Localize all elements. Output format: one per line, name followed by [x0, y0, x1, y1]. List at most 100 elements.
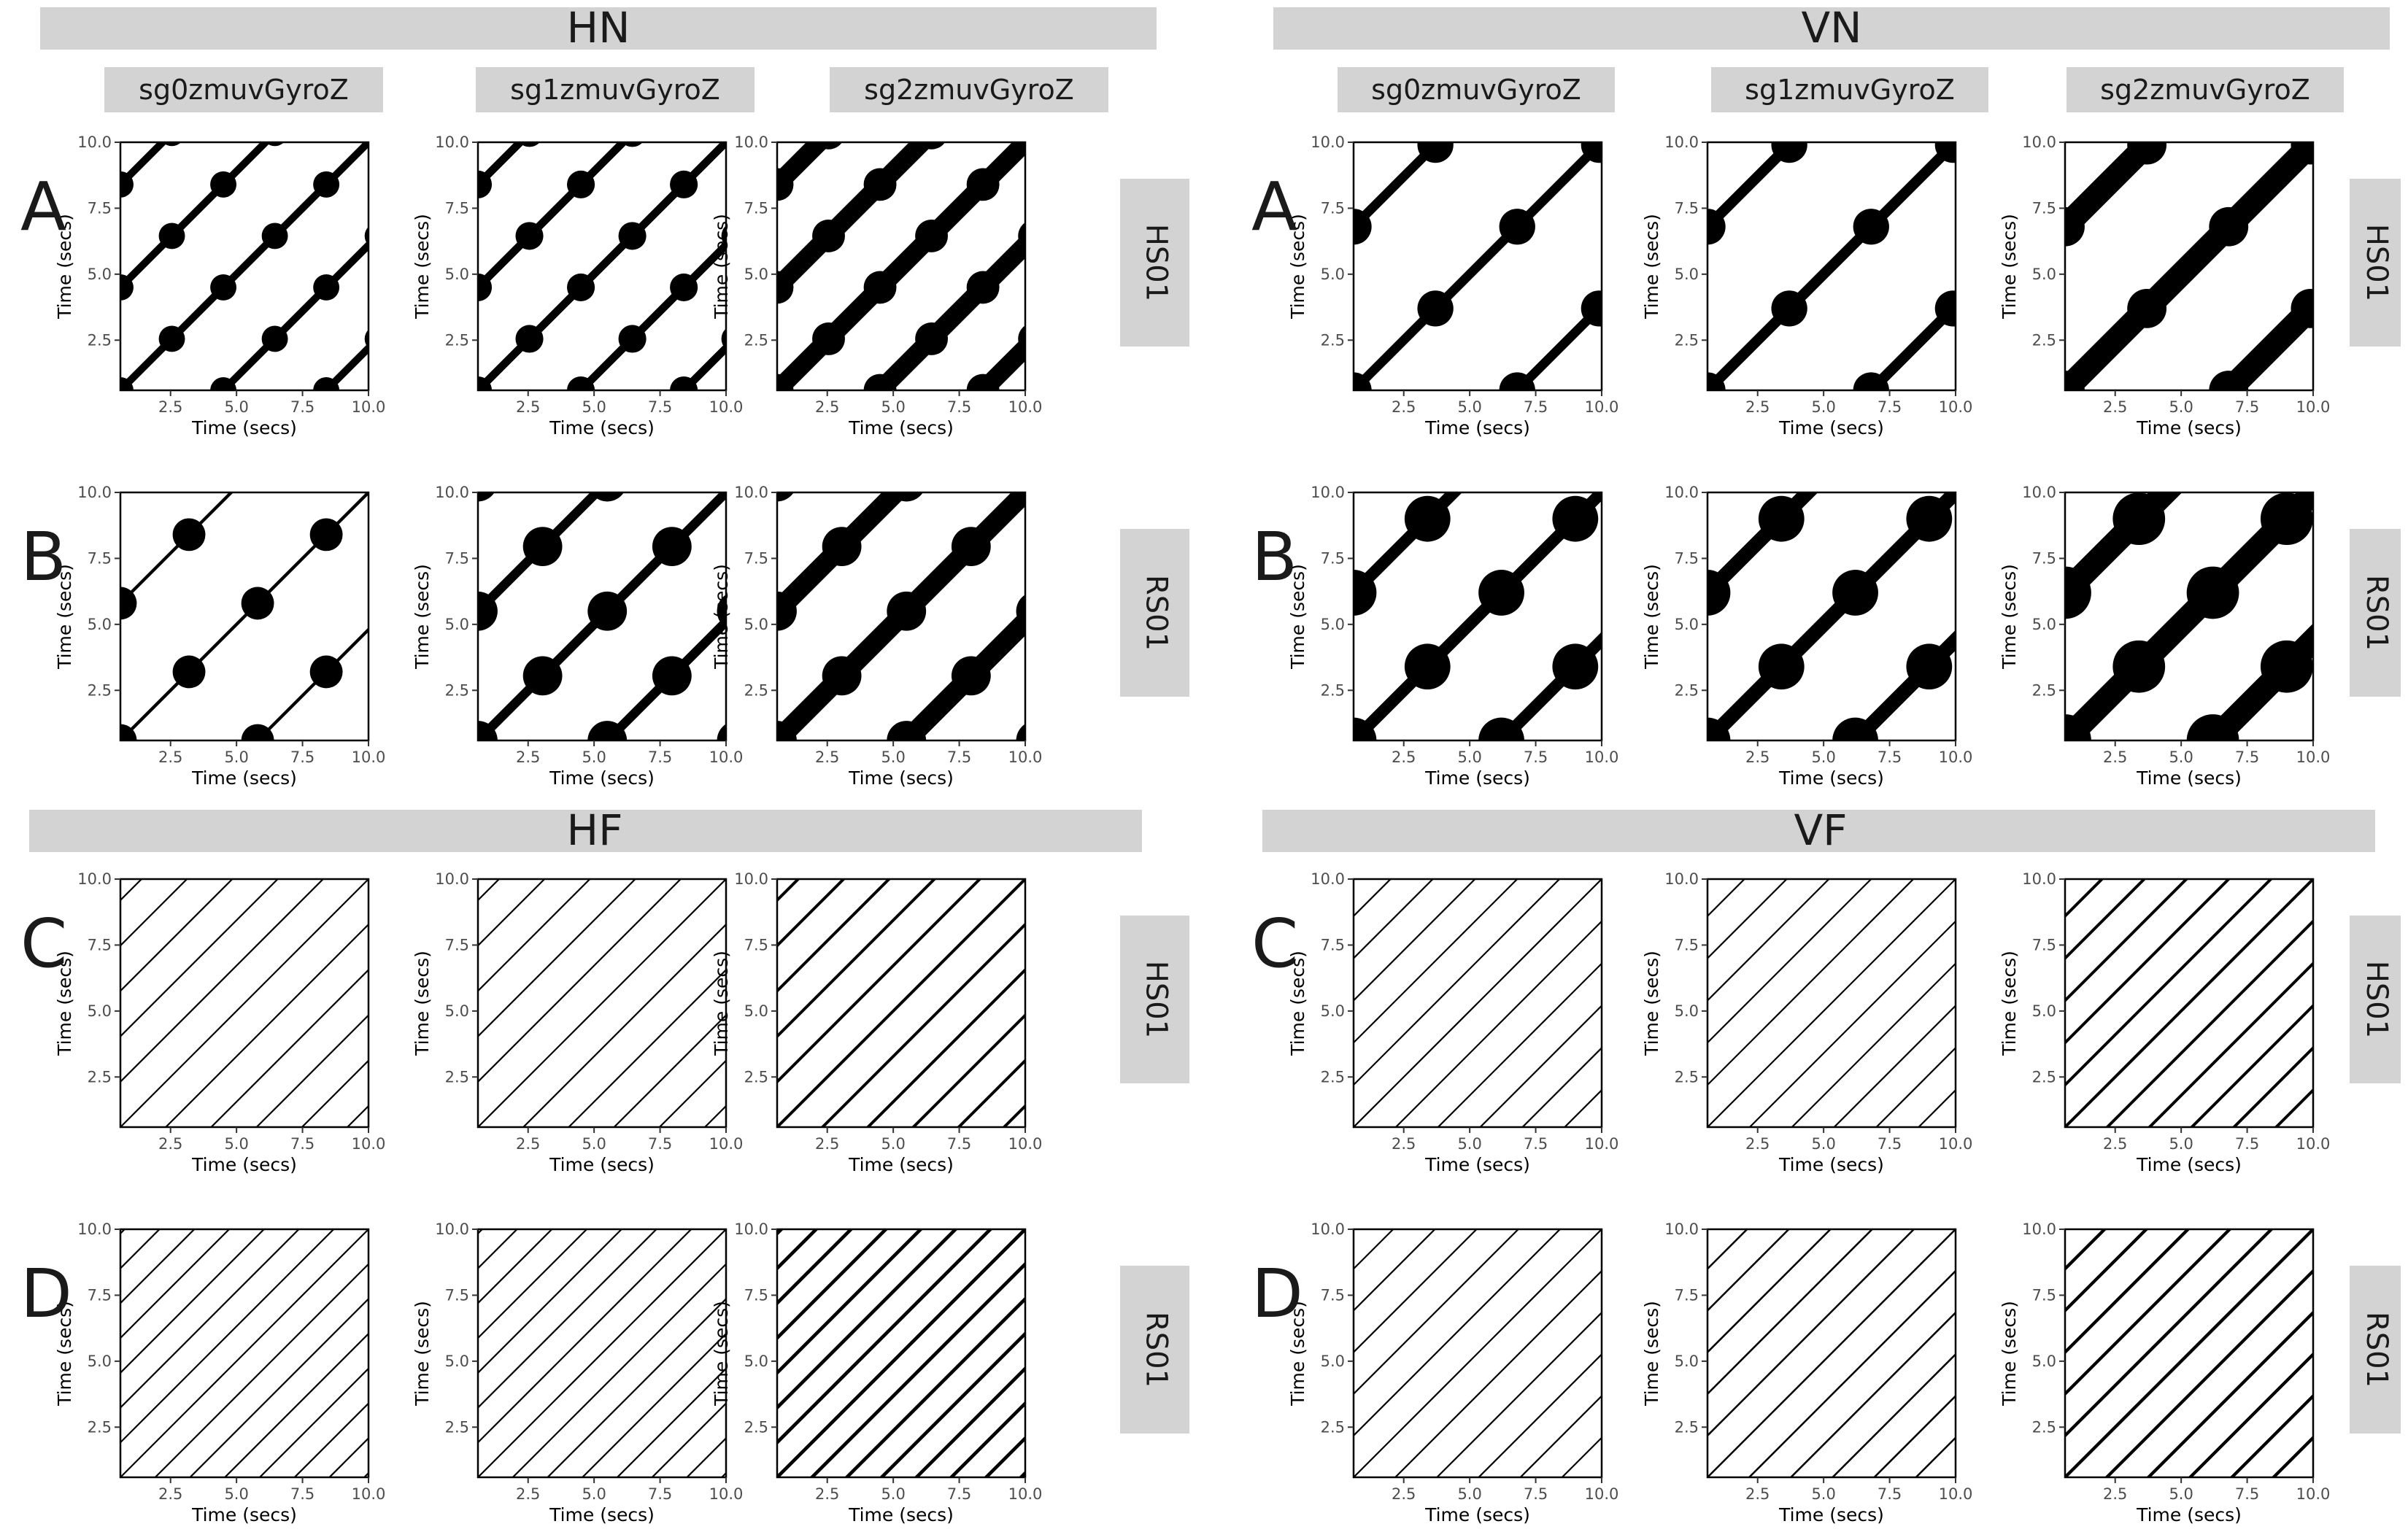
recurrence-line	[512, 1263, 726, 1477]
recurrence-blob	[120, 377, 134, 390]
recurrence-panel: 2.5 5.0 7.5 10.0 2.5 5.0 7.5 10.0 Time (secs) Tim…	[412, 870, 743, 1175]
recurrence-line	[1707, 1229, 1956, 1477]
y-axis-title: Time (secs)	[711, 1301, 732, 1407]
recurrence-band	[478, 142, 629, 293]
x-axis-title: Time (secs)	[848, 767, 954, 789]
recurrence-blob	[951, 527, 991, 567]
y-tick-label: 2.5	[445, 681, 469, 699]
plot-frame	[476, 1228, 728, 1479]
y-tick-label: 2.5	[88, 681, 112, 699]
y-tick-label: 2.5	[744, 1068, 768, 1086]
x-tick-label: 2.5	[2103, 748, 2127, 766]
recurrence-line	[478, 879, 637, 1038]
y-tick-label: 5.0	[445, 266, 469, 283]
recurrence-blob	[966, 271, 1000, 304]
x-tick-label: 10.0	[1008, 748, 1043, 766]
section-title: VN	[1801, 3, 1861, 53]
recurrence-band	[320, 342, 368, 390]
x-tick-label: 5.0	[1457, 748, 1481, 766]
y-tick-label: 7.5	[744, 549, 768, 567]
recurrence-blob	[210, 171, 237, 198]
x-tick-label: 2.5	[2103, 1135, 2127, 1153]
x-tick-label: 2.5	[815, 748, 839, 766]
y-tick-label: 5.0	[88, 616, 112, 633]
recurrence-line	[658, 1059, 726, 1127]
x-tick-label: 2.5	[1745, 398, 1770, 416]
recurrence-band	[478, 142, 726, 390]
recurrence-panel: 2.5 5.0 7.5 10.0 2.5 5.0 7.5 10.0 Time (secs) Tim…	[1287, 484, 1618, 789]
y-tick-label: 5.0	[88, 1002, 112, 1020]
recurrence-panel: 2.5 5.0 7.5 10.0 2.5 5.0 7.5 10.0 Time (secs) Tim…	[54, 484, 385, 789]
recurrence-line	[911, 1013, 1025, 1127]
recurrence-blob	[1771, 142, 1807, 163]
recurrence-line	[1707, 1229, 1874, 1396]
recurrence-marks	[120, 492, 368, 740]
x-tick-label: 7.5	[648, 398, 672, 416]
x-tick-label: 10.0	[2296, 1135, 2331, 1153]
recurrence-panel: 2.5 5.0 7.5 10.0 2.5 5.0 7.5 10.0 Time (secs) Tim…	[1641, 484, 1973, 789]
recurrence-line	[567, 968, 726, 1127]
recurrence-panel: 2.5 5.0 7.5 10.0 2.5 5.0 7.5 10.0 Time (secs) Tim…	[412, 484, 743, 789]
recurrence-line	[651, 1402, 726, 1477]
recurrence-marks	[1354, 1229, 1602, 1477]
recurrence-line	[777, 879, 892, 994]
recurrence-line	[120, 879, 188, 947]
recurrence-marks	[478, 492, 726, 740]
y-tick-label: 7.5	[445, 1286, 469, 1304]
recurrence-line	[1707, 879, 1788, 960]
x-axis-title: Time (secs)	[1778, 1154, 1884, 1175]
recurrence-line	[777, 1229, 854, 1306]
recurrence-panel: 2.5 5.0 7.5 10.0 2.5 5.0 7.5 10.0 Time (secs) Tim…	[54, 1220, 385, 1525]
y-axis-title: Time (secs)	[412, 1301, 433, 1407]
recurrence-blob	[618, 222, 647, 250]
recurrence-band	[94, 0, 395, 5]
x-tick-label: 7.5	[1524, 1485, 1548, 1503]
recurrence-blob	[1581, 142, 1602, 163]
x-tick-label: 10.0	[1939, 748, 1973, 766]
recurrence-band	[120, 492, 368, 740]
recurrence-blob	[1758, 495, 1805, 542]
recurrence-line	[2065, 1229, 2232, 1396]
x-axis-title: Time (secs)	[191, 767, 297, 789]
recurrence-marks	[1707, 492, 1956, 740]
recurrence-blob	[241, 724, 274, 740]
x-tick-label: 5.0	[1811, 1135, 1835, 1153]
panel-letter: B	[1251, 518, 1297, 596]
recurrence-blob	[2112, 640, 2166, 693]
x-tick-label: 2.5	[1392, 398, 1416, 416]
plot-frame	[2064, 1228, 2315, 1479]
recurrence-blob	[515, 325, 544, 353]
x-tick-label: 7.5	[290, 1485, 314, 1503]
y-tick-label: 10.0	[1311, 1220, 1345, 1238]
recurrence-marks	[2065, 492, 2313, 740]
recurrence-line	[1354, 1229, 1478, 1354]
x-tick-label: 7.5	[1878, 1485, 1902, 1503]
recurrence-line	[1354, 1229, 1602, 1477]
recurrence-blob	[158, 223, 185, 249]
recurrence-blob	[2065, 714, 2091, 740]
x-tick-label: 5.0	[1811, 398, 1835, 416]
panel-letter: A	[20, 168, 66, 246]
y-tick-label: 10.0	[2022, 134, 2056, 151]
recurrence-line	[2065, 879, 2313, 1127]
plot-frame	[1352, 1228, 1603, 1479]
x-axis-title: Time (secs)	[2136, 767, 2242, 789]
y-tick-label: 7.5	[1321, 1286, 1345, 1304]
recurrence-band	[867, 232, 1025, 390]
recurrence-blob	[567, 273, 595, 301]
recurrence-line	[984, 1436, 1025, 1477]
recurrence-line	[1519, 1395, 1602, 1477]
y-tick-label: 7.5	[445, 199, 469, 217]
x-tick-label: 10.0	[1939, 398, 1973, 416]
y-tick-label: 2.5	[445, 1068, 469, 1086]
recurrence-line	[1354, 879, 1561, 1086]
recurrence-blob	[478, 170, 493, 198]
section-title: HN	[567, 3, 630, 53]
recurrence-band	[120, 142, 368, 390]
x-tick-label: 10.0	[352, 398, 386, 416]
recurrence-blob	[1499, 209, 1535, 245]
recurrence-band	[1354, 142, 1602, 390]
recurrence-blob	[777, 721, 797, 740]
recurrence-line	[1707, 879, 1956, 1127]
y-tick-label: 7.5	[88, 1286, 112, 1304]
